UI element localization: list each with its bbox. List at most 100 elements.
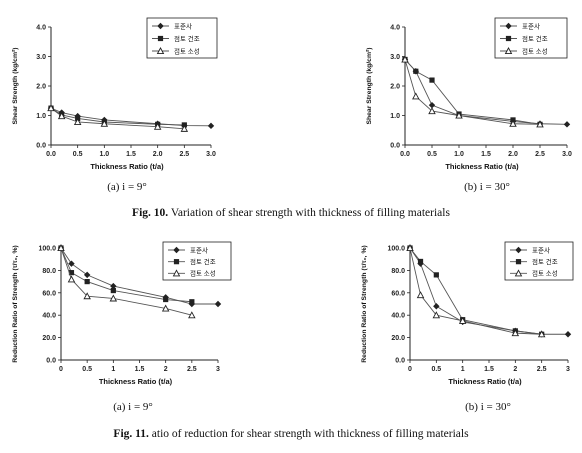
x-tick-label: 3.0	[206, 151, 216, 158]
subfigure-caption: (b) i = 30°	[465, 401, 511, 413]
series-triangle	[57, 244, 196, 319]
legend-marker-triangle	[156, 47, 165, 55]
figure-caption: Fig. 11. atio of reduction for shear str…	[113, 428, 469, 440]
x-tick-label: 1	[111, 366, 115, 373]
x-tick-label: 2.0	[153, 151, 163, 158]
legend-label: 점토 건조	[174, 34, 200, 43]
x-tick-label: 2.0	[508, 151, 518, 158]
series-line	[409, 247, 542, 335]
data-point-triangle	[537, 330, 546, 338]
x-tick-label: 0	[59, 366, 63, 373]
data-point-triangle	[416, 291, 425, 299]
x-tick-label: 0.5	[73, 151, 83, 158]
x-tick-label: 2.5	[179, 151, 189, 158]
data-point-square	[163, 296, 169, 303]
y-tick-label: 1.0	[36, 113, 46, 120]
data-point-triangle	[511, 329, 520, 337]
x-tick-label: 2.5	[187, 366, 197, 373]
legend-marker-triangle	[504, 47, 513, 55]
data-point-triangle	[509, 119, 517, 127]
x-tick-label: 3	[566, 366, 570, 373]
data-point-triangle	[57, 112, 66, 120]
data-point-triangle	[406, 244, 414, 252]
x-axis-label: Thickness Ratio (t/a)	[99, 377, 173, 386]
x-tick-label: 0	[408, 366, 412, 373]
legend-label: 점토 소성	[522, 46, 548, 55]
legend-marker-square	[173, 259, 180, 265]
figure-caption-text: atio of reduction for shear strength wit…	[149, 428, 469, 440]
data-point-diamond	[563, 121, 571, 128]
legend-marker-triangle	[172, 269, 181, 277]
legend-marker-square	[157, 35, 164, 42]
data-point-triangle	[57, 244, 65, 252]
data-point-square	[429, 77, 435, 83]
legend-marker-diamond	[173, 246, 180, 254]
data-point-square	[189, 299, 195, 305]
y-axis-label: Reduction Ratio of Strength (τ/τ₀, %)	[12, 245, 19, 363]
data-point-triangle	[412, 92, 420, 100]
x-tick-label: 2.5	[535, 151, 545, 158]
x-tick-label: 0.0	[400, 151, 410, 158]
legend-marker-diamond	[157, 22, 164, 30]
series-line	[404, 59, 568, 125]
legend-marker-diamond	[515, 246, 522, 254]
chart-2: 0.0 1.0 2.0 3.0 4.0 0.0 0.5 1.0 1.5 2.0 2.5 3.0 Thic…	[366, 17, 572, 193]
data-point-diamond	[564, 331, 572, 338]
figure-number: Fig. 11.	[113, 428, 149, 440]
data-point-diamond	[83, 271, 91, 279]
chart-3: 0.0 20.0 40.0 60.0 80.0 100.0 0 0.5 1 1.5 2 2.5 3 Thi…	[12, 241, 232, 413]
x-tick-label: 1.0	[99, 151, 109, 158]
data-point-square	[110, 287, 116, 294]
y-tick-label: 100.0	[387, 246, 405, 253]
data-point-diamond	[68, 260, 75, 267]
data-point-triangle	[100, 119, 109, 127]
x-tick-label: 1.5	[484, 366, 494, 373]
series-triangle	[406, 244, 546, 338]
legend-marker-square	[505, 35, 512, 42]
legend-label: 표준사	[174, 21, 192, 30]
legend-label: 표준사	[190, 245, 208, 254]
legend-marker-diamond	[505, 22, 512, 30]
data-point-triangle	[180, 124, 189, 132]
y-tick-label: 80.0	[42, 268, 56, 275]
y-tick-label: 2.0	[36, 84, 46, 91]
legend-marker-triangle	[514, 269, 523, 277]
y-axis-label: Shear Strength (kg/cm²)	[366, 47, 373, 124]
x-tick-label: 1.5	[481, 151, 491, 158]
y-tick-label: 1.0	[390, 113, 400, 120]
y-tick-label: 20.0	[42, 335, 56, 342]
y-tick-label: 0.0	[390, 143, 400, 150]
data-point-triangle	[455, 111, 463, 119]
data-point-triangle	[153, 122, 162, 130]
data-point-triangle	[536, 120, 544, 128]
data-point-triangle	[428, 107, 436, 115]
y-axis-label: Shear Strength (kg/cm²)	[12, 47, 19, 124]
y-tick-label: 4.0	[36, 25, 46, 32]
x-tick-label: 0.0	[46, 151, 56, 158]
y-tick-label: 40.0	[391, 313, 405, 320]
y-tick-label: 60.0	[42, 290, 56, 297]
data-point-triangle	[432, 311, 441, 319]
data-point-square	[433, 272, 439, 278]
legend-marker-square	[515, 259, 522, 265]
figure-number: Fig. 10.	[132, 207, 168, 219]
series-square	[402, 56, 543, 127]
y-tick-label: 3.0	[36, 54, 46, 61]
data-point-diamond	[428, 101, 436, 109]
data-point-triangle	[458, 316, 467, 324]
series-line	[50, 107, 185, 130]
chart-4: 0.0 20.0 40.0 60.0 80.0 100.0 0 0.5 1 1.5 2 2.5 3 Thi…	[361, 241, 574, 413]
data-point-square	[84, 279, 90, 285]
data-point-diamond	[110, 282, 117, 290]
legend-label: 표준사	[532, 245, 550, 254]
y-axis-label: Reduction Ratio of Strength (τ/τ₀, %)	[361, 245, 368, 363]
y-tick-label: 0.0	[36, 143, 46, 150]
legend-label: 점토 소성	[174, 46, 200, 55]
data-point-triangle	[161, 304, 170, 312]
series-line	[50, 107, 185, 126]
x-axis-label: Thickness Ratio (t/a)	[90, 162, 164, 171]
data-point-square	[417, 258, 424, 265]
y-tick-label: 80.0	[391, 268, 405, 275]
